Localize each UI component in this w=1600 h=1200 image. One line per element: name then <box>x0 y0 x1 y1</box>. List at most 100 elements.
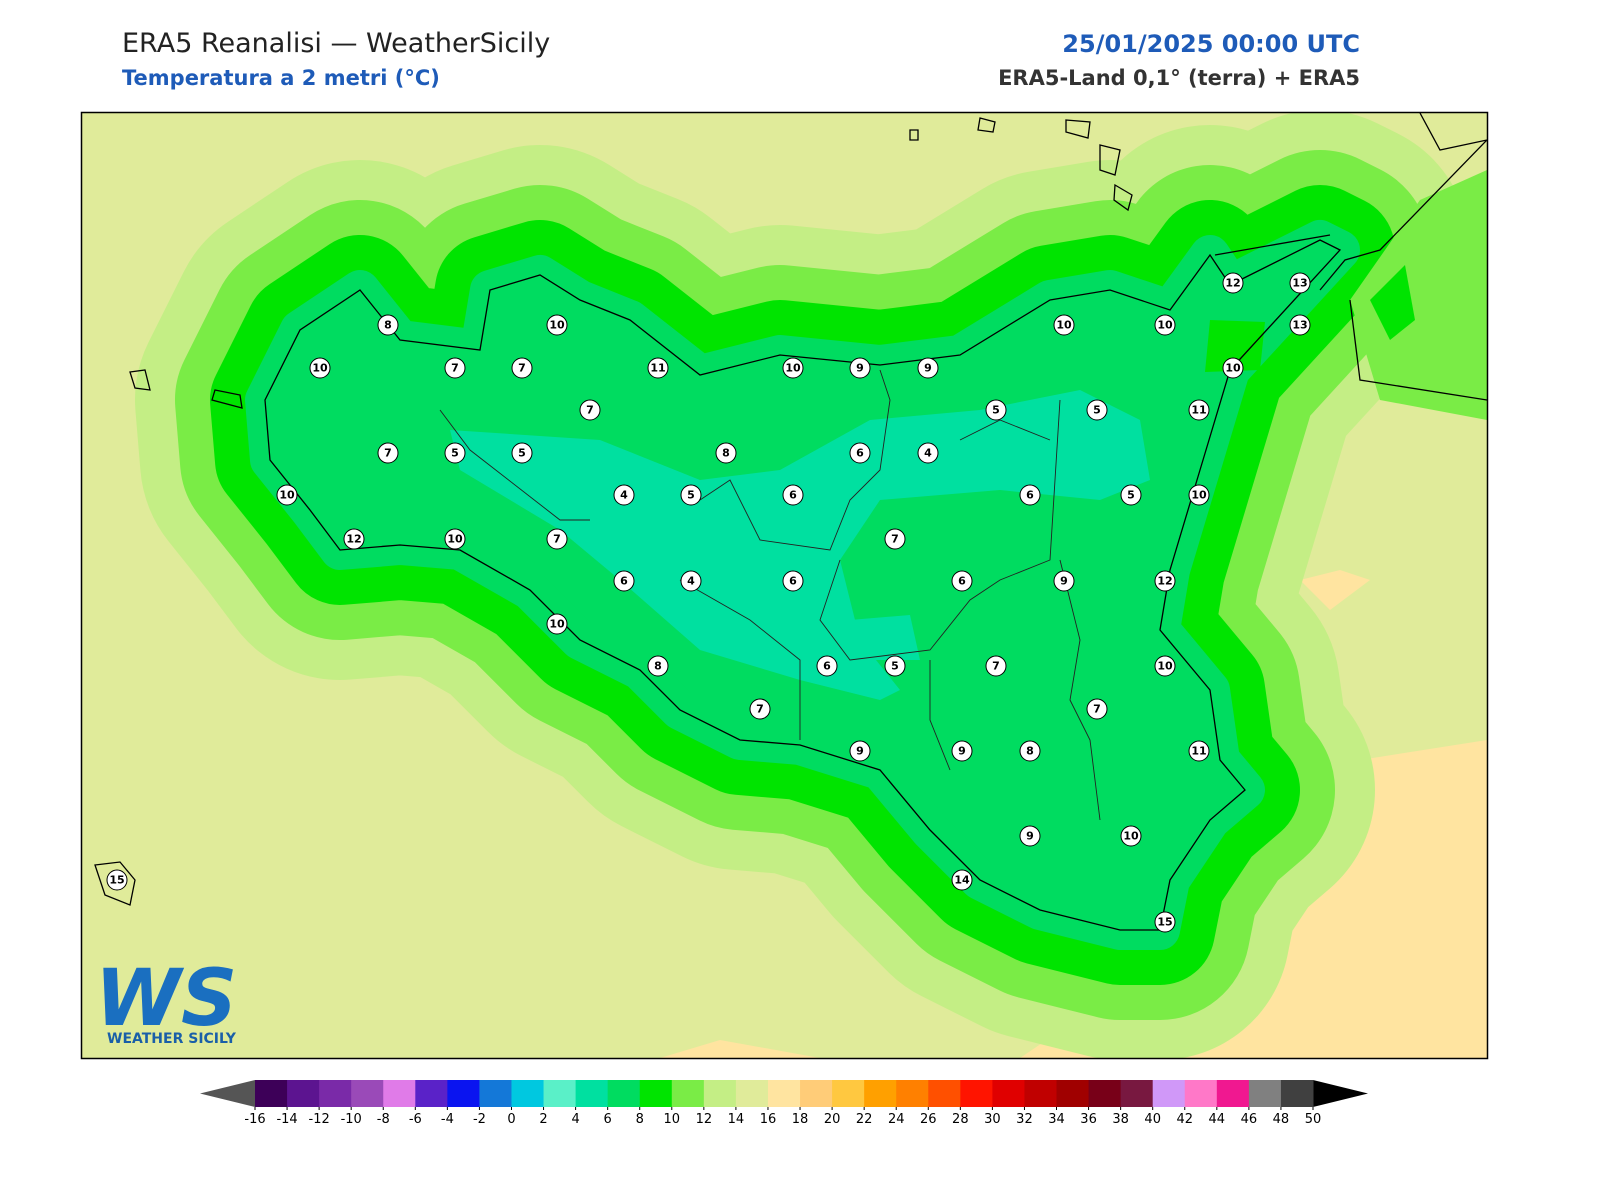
station-marker <box>276 484 298 506</box>
station-value: 15 <box>109 874 124 887</box>
colorbar-label: 24 <box>888 1112 905 1127</box>
colorbar-label: 4 <box>571 1112 579 1127</box>
colorbar-label: -8 <box>377 1112 390 1127</box>
source: ERA5-Land 0,1° (terra) + ERA5 <box>998 66 1360 90</box>
contour-band <box>1370 265 1415 340</box>
station-value: 10 <box>447 533 463 546</box>
colorbar-label: 38 <box>1112 1112 1129 1127</box>
station-value: 8 <box>722 447 730 460</box>
station-marker <box>782 570 804 592</box>
station-value: 7 <box>518 362 526 375</box>
station-value: 7 <box>1093 703 1101 716</box>
colorbar-bin <box>447 1080 480 1107</box>
coastline <box>264 113 1487 931</box>
station-value: 7 <box>451 362 459 375</box>
colorbar-label: 12 <box>696 1112 713 1127</box>
colorbar-bin <box>1056 1080 1090 1107</box>
colorbar-bin <box>639 1080 673 1107</box>
station-marker <box>715 442 737 464</box>
station-marker <box>343 528 365 550</box>
station-marker <box>1019 484 1041 506</box>
station-marker <box>1222 357 1244 379</box>
stations: 8 10 10 7 7 11 10 9 9 7 7 5 5 8 6 4 5 5 11 12 13 13 10 10 10 10 4 5… <box>106 272 1311 933</box>
station-value: 10 <box>1157 319 1173 332</box>
station-marker <box>1053 314 1075 336</box>
title: ERA5 Reanalisi — WeatherSicily <box>122 28 550 59</box>
station-marker <box>1120 484 1142 506</box>
colorbar-bin <box>543 1080 577 1107</box>
station-marker <box>106 869 128 891</box>
station-value: 9 <box>924 362 932 375</box>
station-value: 10 <box>1123 830 1139 843</box>
station-value: 11 <box>1191 745 1206 758</box>
colorbar-label: -14 <box>276 1112 297 1127</box>
station-value: 12 <box>1225 277 1240 290</box>
islands <box>94 117 1133 906</box>
station-marker <box>849 442 871 464</box>
colorbar-label: -4 <box>441 1112 454 1127</box>
station-value: 9 <box>856 745 864 758</box>
station-marker <box>816 655 838 677</box>
colorbar-label: 20 <box>824 1112 841 1127</box>
logo-mark: WS <box>95 954 237 1044</box>
station-value: 5 <box>1127 489 1135 502</box>
colorbar-bin <box>1152 1080 1186 1107</box>
colorbar-label: 32 <box>1016 1112 1033 1127</box>
colorbar-bin <box>767 1080 801 1107</box>
station-value: 8 <box>384 319 392 332</box>
colorbar-bin <box>415 1080 448 1107</box>
colorbar-label: -10 <box>341 1112 362 1127</box>
station-value: 13 <box>1292 319 1307 332</box>
colorbar-label: -16 <box>244 1112 265 1127</box>
colorbar-bin <box>896 1080 929 1107</box>
colorbar-label: 28 <box>952 1112 969 1127</box>
station-value: 7 <box>384 447 392 460</box>
station-marker <box>1188 484 1210 506</box>
station-marker <box>1188 399 1210 421</box>
colorbar-bin <box>255 1080 288 1107</box>
station-value: 9 <box>1026 830 1034 843</box>
station-value: 5 <box>1093 404 1101 417</box>
station-marker <box>613 570 635 592</box>
station-value: 10 <box>1191 489 1207 502</box>
colorbar-bin <box>928 1080 961 1107</box>
station-value: 13 <box>1292 277 1307 290</box>
station-marker <box>309 357 331 379</box>
station-value: 9 <box>1060 575 1068 588</box>
colorbar-label: 0 <box>507 1112 515 1127</box>
colorbar-bin <box>1248 1080 1282 1107</box>
colorbar-label: 40 <box>1144 1112 1161 1127</box>
station-marker <box>680 484 702 506</box>
colorbar-bin <box>575 1080 609 1107</box>
colorbar-label: -12 <box>309 1112 330 1127</box>
station-value: 8 <box>654 660 662 673</box>
station-value: 9 <box>958 745 966 758</box>
station-marker <box>377 442 399 464</box>
station-marker <box>1053 570 1075 592</box>
station-value: 4 <box>924 447 932 460</box>
colorbar-label: 42 <box>1176 1112 1193 1127</box>
station-value: 6 <box>789 489 797 502</box>
colorbar-bin <box>992 1080 1025 1107</box>
colorbar-bin <box>1280 1080 1314 1107</box>
station-marker <box>951 570 973 592</box>
contour-band <box>450 390 1150 700</box>
colorbar-bin <box>960 1080 993 1107</box>
contour-band <box>1205 320 1265 372</box>
station-marker <box>546 528 568 550</box>
station-marker <box>546 314 568 336</box>
colorbar-bin <box>383 1080 416 1107</box>
station-value: 7 <box>553 533 561 546</box>
station-marker <box>1019 825 1041 847</box>
contour-band <box>1350 170 1487 420</box>
station-value: 7 <box>891 533 899 546</box>
station-marker <box>1289 314 1311 336</box>
station-marker <box>1086 698 1108 720</box>
station-value: 7 <box>586 404 594 417</box>
station-marker <box>1154 911 1176 933</box>
colorbar-label: 26 <box>920 1112 937 1127</box>
colorbar-bin <box>1024 1080 1058 1107</box>
colorbar-label: 14 <box>728 1112 745 1127</box>
station-value: 10 <box>1157 660 1173 673</box>
